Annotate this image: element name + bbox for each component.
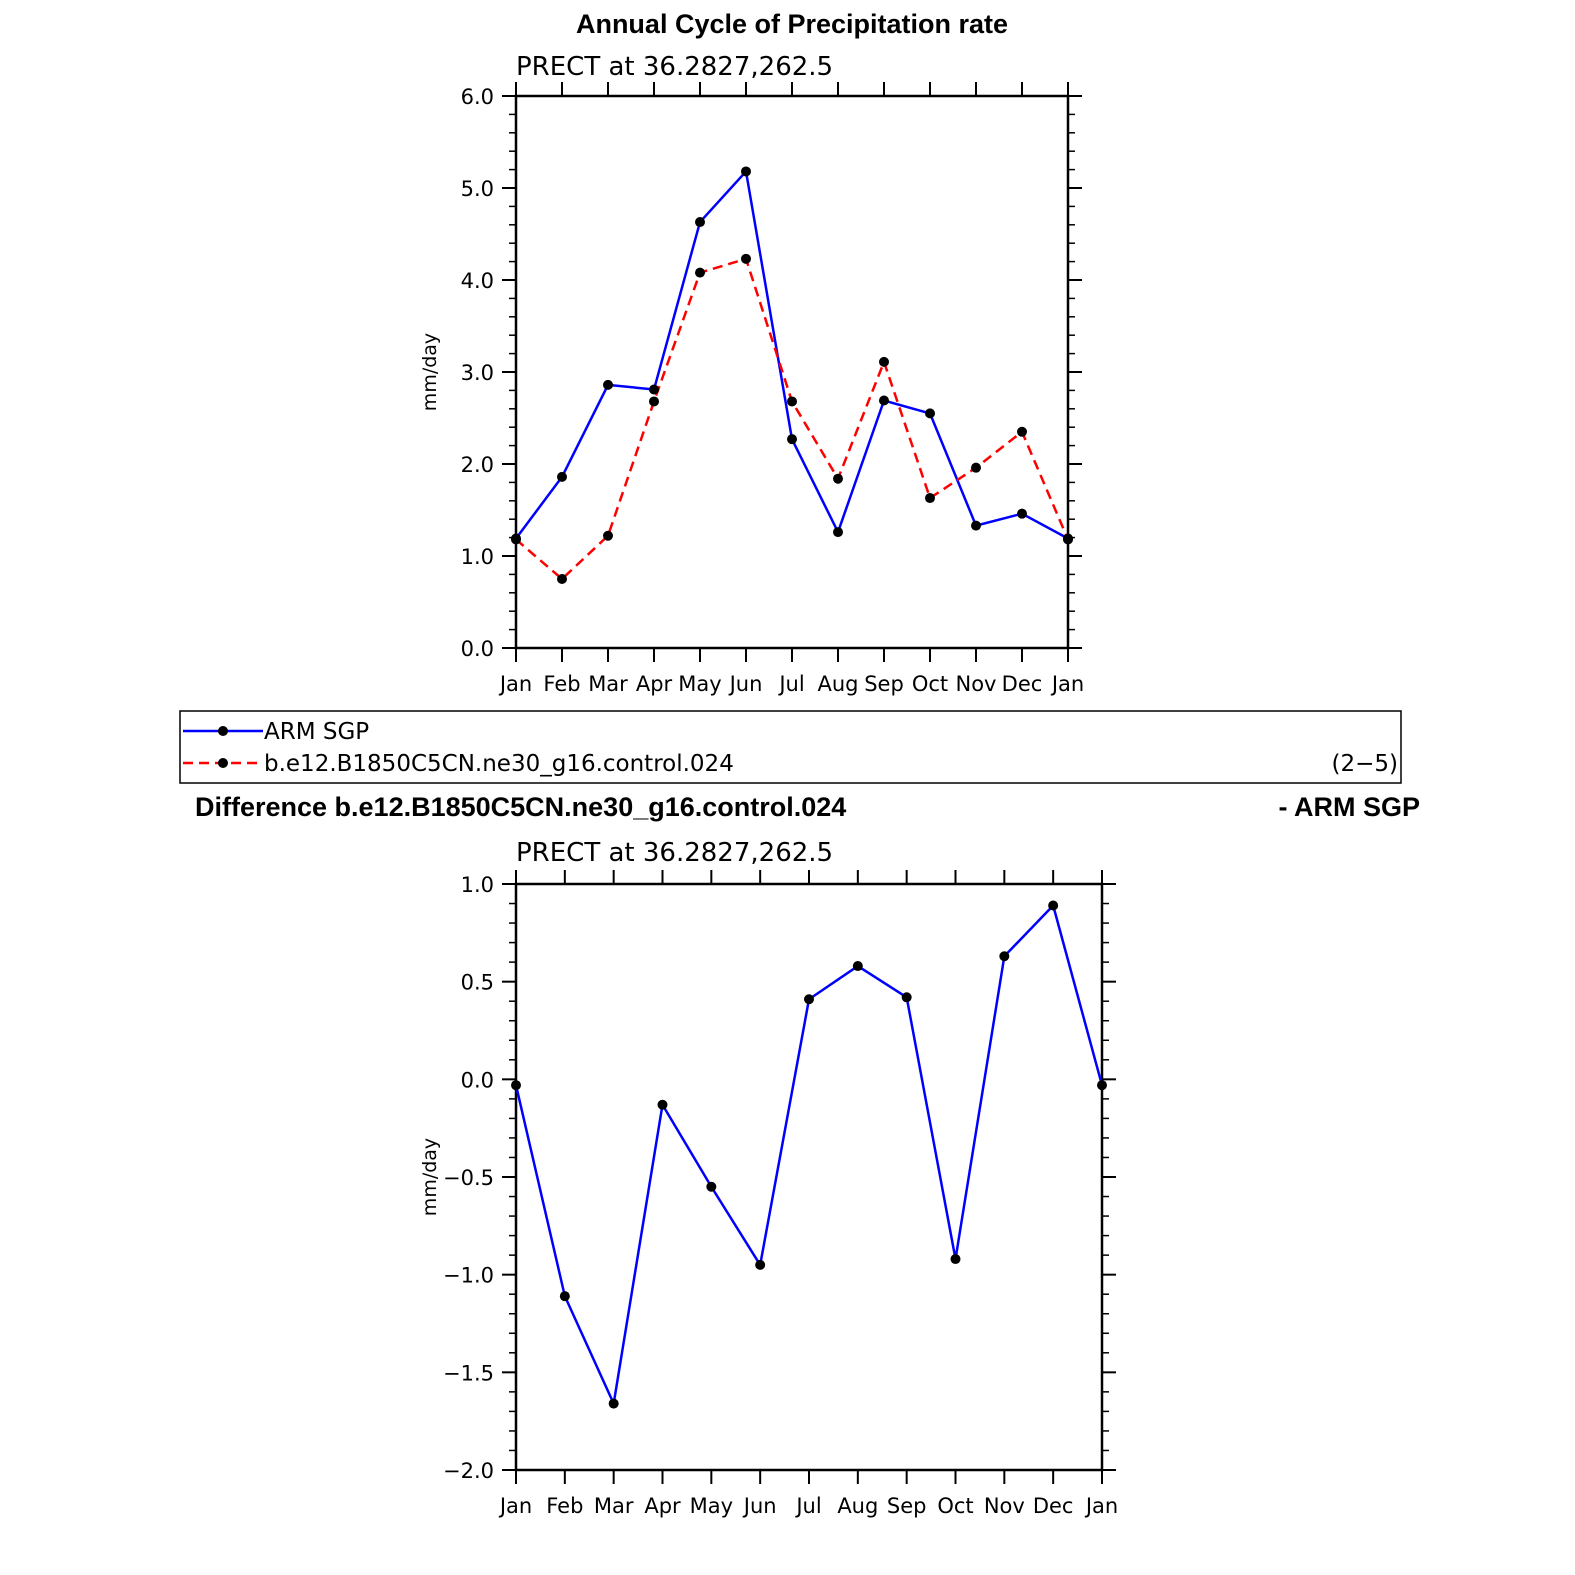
- top-chart-y-tick-label: 4.0: [461, 269, 494, 293]
- bottom-chart-series-0-point: [657, 1099, 668, 1110]
- bottom-chart-series-0-point: [755, 1259, 766, 1270]
- bottom-chart-x-tick-label: Jun: [742, 1494, 777, 1518]
- top-chart-subtitle: PRECT at 36.2827,262.5: [516, 52, 833, 82]
- top-chart-series-1-point: [787, 396, 797, 407]
- bottom-chart-series-0-point: [608, 1398, 619, 1409]
- bottom-chart-title: Difference b.e12.B1850C5CN.ne30_g16.cont…: [195, 792, 846, 822]
- top-chart-x-tick-label: Jan: [498, 672, 532, 696]
- legend-label-model: b.e12.B1850C5CN.ne30_g16.control.024: [264, 751, 734, 777]
- top-chart-series-1-point: [695, 267, 705, 278]
- top-chart-x-tick-label: Apr: [636, 672, 673, 696]
- bottom-chart-y-tick-label: −1.0: [443, 1264, 494, 1288]
- top-chart-y-tick-label: 3.0: [461, 361, 494, 385]
- top-chart-series-0-point: [879, 395, 889, 406]
- top-chart-series-0-point: [1017, 508, 1027, 519]
- top-chart-x-tick-label: Jul: [777, 672, 804, 696]
- top-chart-series-1-point: [1063, 534, 1073, 545]
- top-chart-x-tick-label: Nov: [956, 672, 997, 696]
- bottom-chart-x-tick-label: Nov: [984, 1494, 1025, 1518]
- top-chart-x-tick-label: Aug: [817, 672, 858, 696]
- top-chart-series-0-point: [649, 384, 659, 395]
- top-chart-x-tick-label: Oct: [912, 672, 948, 696]
- bottom-chart-y-tick-label: −2.0: [443, 1459, 494, 1483]
- top-chart-series-0-point: [603, 379, 613, 390]
- bottom-chart-x-tick-label: Mar: [594, 1494, 634, 1518]
- top-chart-series-0-point: [971, 520, 981, 531]
- top-chart-series-0-point: [787, 434, 797, 445]
- bottom-chart-series-line-0: [514, 904, 1104, 1405]
- top-chart-plot: Jan Feb Mar Apr May Jun Jul Aug Sep Oct Nov Dec Jan0…: [419, 82, 1084, 696]
- top-chart-x-tick-label: Jan: [1050, 672, 1084, 696]
- top-chart-series-line-0: [514, 170, 1069, 540]
- bottom-chart-x-tick-label: Oct: [937, 1494, 973, 1518]
- top-chart-series-1-point: [557, 574, 567, 584]
- bottom-chart-series-0-point: [559, 1291, 570, 1302]
- top-chart-x-tick-label: Feb: [543, 672, 580, 696]
- bottom-chart-series-0-point: [706, 1181, 717, 1192]
- top-chart-title: Annual Cycle of Precipitation rate: [576, 9, 1008, 39]
- top-chart-series-line-1: [515, 257, 1070, 581]
- top-chart-frame: [514, 94, 1070, 650]
- bottom-chart-x-tick-label: Dec: [1033, 1494, 1074, 1518]
- top-chart-series-0-point: [833, 527, 843, 538]
- bottom-chart-series-0-point: [511, 1080, 521, 1091]
- top-chart-y-tick-label: 0.0: [461, 637, 494, 661]
- bottom-chart-y-tick-label: −1.5: [443, 1361, 494, 1385]
- bottom-chart-y-tick-label: −0.5: [443, 1166, 494, 1190]
- top-chart-x-tick-label: Mar: [588, 672, 628, 696]
- bottom-chart-title-right: - ARM SGP: [1279, 792, 1421, 822]
- top-chart-series-1-point: [649, 396, 659, 407]
- top-chart-series-1-point: [741, 253, 751, 264]
- bottom-chart-y-tick-label: 1.0: [461, 873, 494, 897]
- top-chart-x-tick-label: May: [678, 672, 721, 696]
- top-chart-x-tick-label: Jun: [728, 672, 763, 696]
- top-chart-y-axis-label: mm/day: [419, 333, 441, 411]
- top-chart-series-1-point: [925, 493, 935, 504]
- bottom-chart-x-tick-label: May: [690, 1494, 733, 1518]
- bottom-chart-series-0-point: [999, 951, 1010, 962]
- bottom-chart-x-tick-label: Sep: [887, 1494, 927, 1518]
- bottom-chart-x-tick-label: Jan: [1084, 1494, 1118, 1518]
- legend-label-arm-sgp: ARM SGP: [264, 719, 369, 745]
- bottom-chart-series-0-point: [852, 961, 863, 972]
- top-chart-series-0-point: [741, 166, 751, 177]
- bottom-chart-y-axis-label: mm/day: [419, 1138, 441, 1216]
- top-chart-x-tick-label: Dec: [1002, 672, 1043, 696]
- page-label: (2−5): [1332, 751, 1398, 777]
- bottom-chart-series-0-point: [901, 992, 912, 1003]
- top-chart-y-tick-label: 6.0: [461, 85, 494, 109]
- top-chart-series-1-point: [971, 462, 981, 473]
- top-chart-series-0-point: [695, 217, 705, 228]
- bottom-chart-y-tick-label: 0.5: [461, 971, 494, 995]
- top-chart-series-0-point: [925, 408, 935, 419]
- bottom-chart-series-0-point: [950, 1254, 961, 1265]
- bottom-chart-x-tick-label: Aug: [837, 1494, 878, 1518]
- top-chart-series-1-point: [511, 534, 521, 545]
- top-chart-series-1-point: [1017, 426, 1027, 437]
- top-chart-x-tick-label: Sep: [864, 672, 904, 696]
- top-chart-series-0-point: [557, 471, 567, 482]
- top-chart-series-1-point: [879, 356, 889, 367]
- top-chart-y-tick-label: 2.0: [461, 453, 494, 477]
- legend: ARM SGP b.e12.B1850C5CN.ne30_g16.control…: [179, 710, 1402, 784]
- bottom-chart-x-tick-label: Apr: [644, 1494, 681, 1518]
- legend-swatch-model: [183, 758, 263, 768]
- legend-swatch-arm-sgp: [183, 726, 263, 736]
- top-chart-y-tick-label: 1.0: [461, 545, 494, 569]
- bottom-chart-series-0-point: [1097, 1080, 1107, 1091]
- top-chart-series-1-point: [603, 530, 613, 541]
- top-chart-series-1-point: [833, 473, 843, 484]
- top-chart-y-tick-label: 5.0: [461, 177, 494, 201]
- bottom-chart-series-0-point: [804, 994, 814, 1005]
- bottom-chart-x-tick-label: Jul: [794, 1494, 821, 1518]
- bottom-chart-series-0-point: [1048, 900, 1059, 911]
- bottom-chart-y-tick-label: 0.0: [461, 1068, 494, 1092]
- bottom-chart-subtitle: PRECT at 36.2827,262.5: [516, 838, 833, 868]
- bottom-chart-x-tick-label: Jan: [498, 1494, 532, 1518]
- legend-box: [179, 710, 1402, 784]
- bottom-chart-plot: Jan Feb Mar Apr May Jun Jul Aug Sep Oct Nov Dec Jan−…: [419, 870, 1118, 1518]
- bottom-chart-x-tick-label: Feb: [546, 1494, 583, 1518]
